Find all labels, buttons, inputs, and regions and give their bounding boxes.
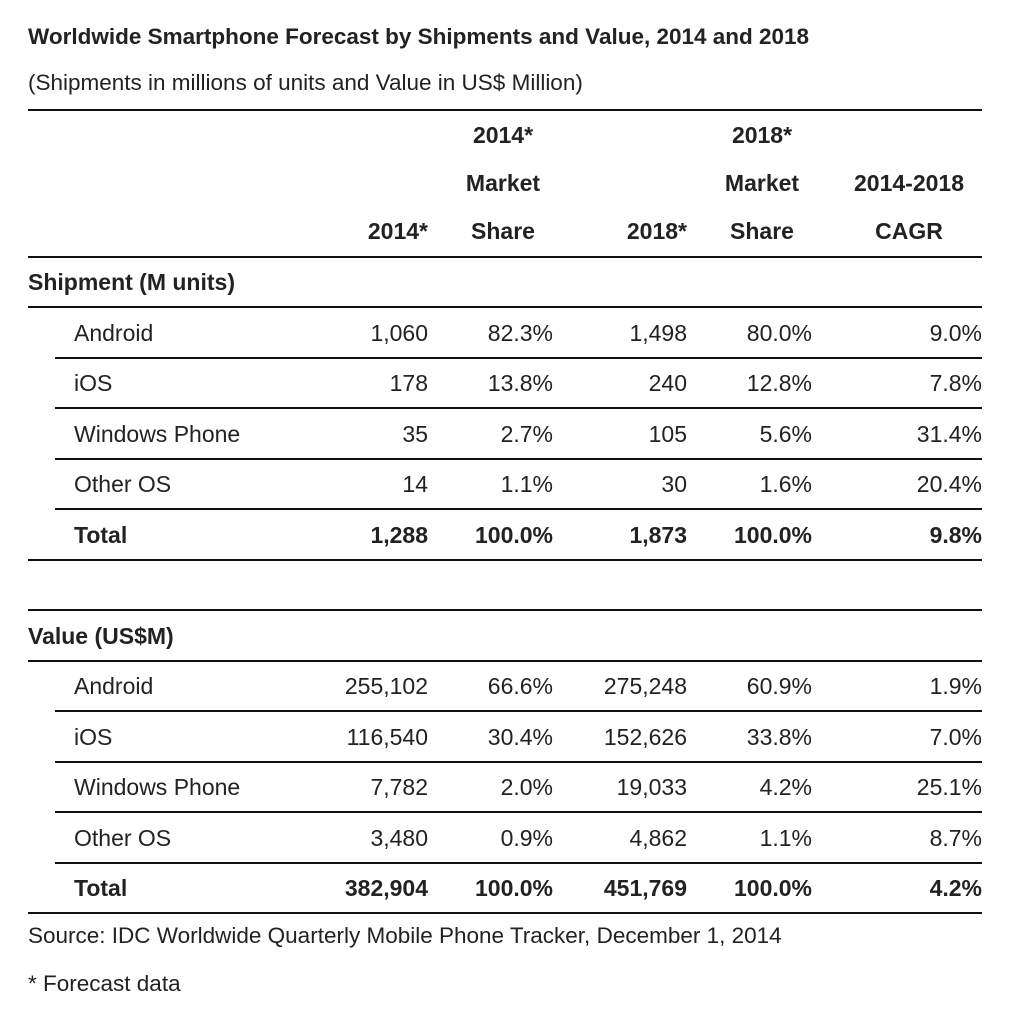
divider (55, 861, 982, 864)
table-cell: 1,060 (370, 319, 428, 346)
column-header-c5: 2014-2018 (854, 170, 964, 196)
table-cell: 178 (389, 370, 428, 396)
table-cell: 100.0% (733, 875, 812, 901)
divider (55, 760, 982, 763)
column-header-c3: 2018* (626, 218, 687, 244)
table-cell: 1.1% (759, 824, 812, 851)
table-cell: 116,540 (346, 723, 428, 750)
table-cell: 382,904 (344, 875, 428, 901)
table-cell: 0.9% (500, 824, 553, 851)
section-label: Value (US$M) (28, 622, 174, 649)
table-cell: 152,626 (603, 723, 687, 750)
table-cell: 2.7% (500, 420, 553, 447)
divider (28, 609, 982, 611)
table-cell: 12.8% (746, 370, 812, 396)
table-cell: 5.6% (759, 420, 812, 447)
table-cell: 35 (402, 420, 428, 447)
divider (55, 356, 982, 359)
table-cell: 20.4% (916, 471, 982, 497)
table-cell: 9.8% (929, 521, 982, 548)
column-header-c1: 2014* (367, 218, 428, 244)
table-cell: 1,873 (629, 521, 687, 548)
table-cell: 25.1% (916, 774, 982, 800)
table-title: Worldwide Smartphone Forecast by Shipmen… (28, 24, 810, 49)
row-label: Other OS (74, 824, 172, 851)
divider (28, 558, 982, 561)
table-cell: 4.2% (759, 774, 812, 800)
table-cell: 1,288 (370, 521, 428, 548)
column-header-c2: Share (471, 218, 535, 244)
column-header-c4: Share (730, 218, 794, 244)
column-header-c5: CAGR (875, 218, 943, 244)
table-cell: 105 (648, 420, 687, 447)
column-header-c4: Market (724, 170, 800, 196)
table-cell: 7.8% (929, 370, 982, 396)
table-cell: 3,480 (370, 824, 428, 851)
table-cell: 30.4% (487, 723, 553, 750)
table-cell: 7.0% (929, 723, 982, 750)
table-cell: 82.3% (487, 319, 553, 346)
divider (55, 407, 982, 409)
table-subtitle: (Shipments in millions of units and Valu… (28, 70, 583, 95)
divider (55, 508, 982, 510)
column-header-c2: 2014* (472, 122, 534, 148)
row-label: Windows Phone (74, 420, 241, 447)
row-label: iOS (74, 370, 113, 396)
section-label: Shipment (M units) (28, 269, 235, 295)
table-cell: 66.6% (487, 673, 553, 699)
table-cell: 1,498 (629, 319, 687, 346)
table-cell: 240 (648, 370, 687, 396)
divider (28, 256, 982, 258)
divider (55, 811, 982, 813)
table-cell: 255,102 (344, 673, 428, 699)
divider (28, 912, 982, 914)
table-cell: 275,248 (603, 673, 687, 699)
divider (55, 710, 982, 712)
table-cell: 2.0% (500, 774, 553, 800)
table-cell: 4,862 (629, 824, 687, 851)
table-cell: 100.0% (474, 875, 553, 901)
table-cell: 8.7% (929, 824, 982, 851)
divider (28, 659, 982, 662)
row-label: Android (74, 319, 154, 346)
table-cell: 60.9% (746, 673, 812, 699)
table-cell: 33.8% (746, 723, 812, 750)
row-label: Total (74, 521, 128, 548)
table-cell: 100.0% (733, 521, 812, 548)
divider (28, 109, 982, 111)
table-cell: 30 (661, 471, 687, 497)
table-cell: 19,033 (616, 774, 687, 800)
table-cell: 1.1% (500, 471, 553, 497)
divider (28, 306, 982, 308)
table-cell: 9.0% (929, 319, 982, 346)
table-cell: 1.6% (759, 471, 812, 497)
divider (55, 457, 982, 460)
table-cell: 80.0% (746, 319, 812, 346)
column-header-c4: 2018* (731, 122, 793, 148)
row-label: Total (74, 875, 128, 901)
table-cell: 14 (402, 471, 428, 497)
table-cell: 7,782 (370, 774, 428, 800)
row-label: iOS (74, 723, 113, 750)
table-cell: 31.4% (916, 420, 982, 447)
table-cell: 4.2% (929, 875, 982, 901)
footnote: * Forecast data (28, 971, 181, 996)
source-note: Source: IDC Worldwide Quarterly Mobile P… (28, 923, 782, 948)
row-label: Other OS (74, 471, 172, 497)
table-cell: 451,769 (603, 875, 687, 901)
table-cell: 13.8% (487, 370, 553, 396)
row-label: Windows Phone (74, 774, 241, 800)
row-label: Android (74, 673, 154, 699)
column-header-c2: Market (465, 170, 541, 196)
table-cell: 100.0% (474, 521, 553, 548)
table-cell: 1.9% (929, 673, 982, 699)
